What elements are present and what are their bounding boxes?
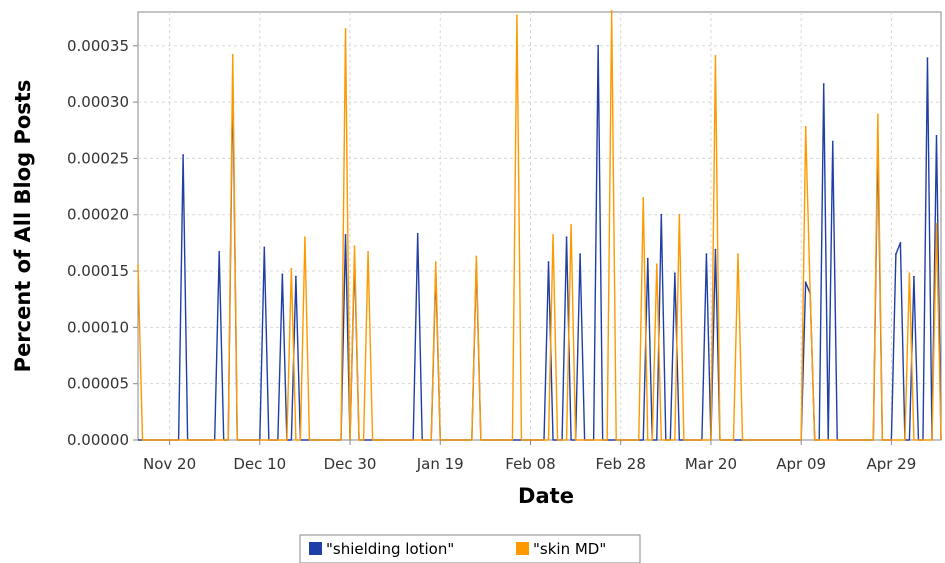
data-point [434, 261, 437, 263]
grid [138, 12, 941, 440]
data-point [367, 251, 369, 253]
data-point [655, 263, 658, 266]
data-point [353, 245, 356, 248]
legend: "shielding lotion" "skin MD" [299, 534, 641, 563]
data-point [304, 236, 306, 239]
y-tick-label: 0.00015 [67, 262, 129, 280]
data-point [804, 125, 807, 128]
data-point [610, 9, 613, 12]
data-point [714, 248, 717, 251]
legend-label-0: "shielding lotion" [326, 540, 454, 558]
data-point [344, 27, 347, 30]
legend-box [299, 534, 641, 563]
axes: 0.00000 0.00005 0.00010 0.00015 0.00020 0.000… [67, 37, 916, 473]
data-point [831, 140, 834, 143]
data-point [646, 257, 649, 260]
x-tick-label: Apr 29 [866, 455, 916, 473]
data-point [926, 57, 929, 60]
y-tick-label: 0.00010 [67, 318, 129, 336]
data-point [137, 264, 139, 267]
data-point [516, 14, 518, 17]
data-point [182, 154, 185, 156]
data-point [876, 113, 879, 116]
data-point [935, 134, 938, 137]
y-tick-label: 0.00030 [67, 93, 129, 111]
y-tick-label: 0.00025 [67, 149, 129, 167]
data-point [714, 55, 717, 57]
data-point [705, 253, 708, 256]
series-line-1 [137, 10, 942, 441]
data-point [597, 44, 600, 47]
legend-label-1: "skin MD" [533, 540, 606, 558]
data-point [475, 255, 478, 258]
data-point [642, 196, 645, 199]
y-tick-label: 0.00000 [67, 431, 129, 449]
y-tick-label: 0.00020 [67, 206, 129, 224]
data-point [570, 223, 572, 226]
x-tick-label: Feb 08 [505, 455, 555, 473]
data-point [294, 275, 297, 278]
y-tick-label: 0.00005 [67, 375, 129, 393]
data-point [290, 267, 293, 270]
legend-swatch-0 [309, 542, 322, 555]
data-point [899, 241, 902, 244]
data-point [737, 253, 739, 256]
data-point [218, 251, 221, 253]
data-point [565, 236, 568, 239]
data-point [804, 281, 807, 284]
y-tick-label: 0.00035 [67, 37, 129, 55]
data-point [913, 275, 915, 278]
legend-swatch-1 [516, 542, 529, 555]
data-point [552, 234, 554, 236]
data-point [231, 53, 234, 56]
data-point [344, 234, 347, 236]
x-tick-label: Jan 19 [416, 455, 464, 473]
x-tick-label: Feb 28 [595, 455, 645, 473]
data-point [660, 213, 663, 216]
data-point [678, 213, 681, 216]
data-point [281, 273, 284, 276]
data-point [547, 261, 550, 263]
data-point [935, 222, 938, 225]
x-tick-label: Mar 20 [685, 455, 737, 473]
data-point [822, 83, 825, 85]
data-point [416, 232, 419, 235]
data-point [673, 272, 676, 275]
y-axis-title: Percent of All Blog Posts [11, 80, 35, 373]
x-tick-label: Apr 09 [776, 455, 826, 473]
data-point [809, 292, 812, 295]
x-axis-title: Date [518, 484, 574, 508]
data-point [263, 246, 266, 249]
x-tick-label: Dec 30 [324, 455, 377, 473]
plot-area [137, 11, 942, 441]
data-point [908, 272, 911, 275]
x-tick-label: Dec 10 [233, 455, 286, 473]
data-point [894, 253, 897, 256]
data-point [579, 253, 581, 256]
x-tick-label: Nov 20 [143, 455, 196, 473]
series-layer [137, 9, 942, 441]
